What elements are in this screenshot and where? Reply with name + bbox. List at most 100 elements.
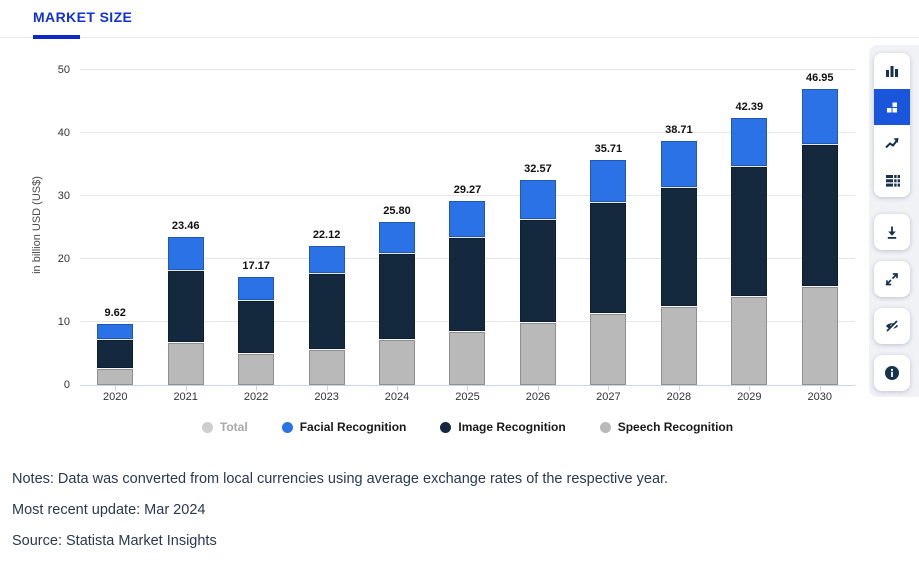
bar-segment-facial-recognition[interactable] bbox=[519, 179, 556, 220]
bar-segment-image-recognition[interactable] bbox=[449, 236, 486, 332]
eye-off-icon bbox=[884, 318, 900, 334]
bar-segment-facial-recognition[interactable] bbox=[660, 141, 697, 187]
bar-segment-facial-recognition[interactable] bbox=[97, 324, 134, 340]
legend-dot bbox=[201, 421, 213, 433]
stacked-bar-2027[interactable] bbox=[590, 160, 627, 385]
stacked-chart-icon bbox=[884, 99, 900, 115]
stacked-bar-2022[interactable] bbox=[238, 276, 275, 385]
y-tick-label: 40 bbox=[57, 127, 70, 139]
column-chart-button[interactable] bbox=[874, 53, 910, 89]
stacked-bar-2024[interactable] bbox=[379, 222, 416, 385]
legend-item-speech-recognition[interactable]: Speech Recognition bbox=[599, 420, 733, 434]
notes-line: Notes: Data was converted from local cur… bbox=[12, 471, 669, 487]
bar-segment-speech-recognition[interactable] bbox=[238, 352, 275, 385]
download-icon bbox=[884, 224, 900, 240]
bar-segment-speech-recognition[interactable] bbox=[519, 321, 556, 385]
info-icon bbox=[884, 365, 900, 381]
tab-market-size[interactable]: MARKET SIZE bbox=[33, 9, 133, 25]
y-tick-label: 50 bbox=[57, 64, 70, 76]
bar-column: 9.62 bbox=[80, 55, 150, 391]
stacked-bar-2025[interactable] bbox=[449, 200, 486, 385]
legend-label: Total bbox=[219, 420, 248, 434]
x-tick-label: 2027 bbox=[596, 391, 621, 403]
legend-item-image-recognition[interactable]: Image Recognition bbox=[440, 420, 566, 434]
total-value-label: 17.17 bbox=[242, 259, 270, 272]
info-button[interactable] bbox=[874, 355, 910, 391]
total-value-label: 23.46 bbox=[171, 220, 200, 233]
legend-dot bbox=[281, 421, 293, 433]
line-chart-icon bbox=[884, 135, 900, 151]
bar-segment-speech-recognition[interactable] bbox=[660, 305, 697, 385]
total-value-label: 25.80 bbox=[383, 205, 411, 218]
x-tick-label: 2025 bbox=[455, 391, 480, 403]
y-tick-label: 30 bbox=[57, 190, 70, 202]
bar-segment-facial-recognition[interactable] bbox=[379, 222, 416, 254]
bar-segment-speech-recognition[interactable] bbox=[308, 349, 345, 385]
table-view-button[interactable] bbox=[874, 161, 910, 197]
bar-column: 25.80 bbox=[362, 55, 432, 391]
bar-segment-speech-recognition[interactable] bbox=[97, 367, 134, 385]
x-axis-labels: 2020 2021 2022 2023 2024 2025 2026 2027 2028 2029… bbox=[80, 391, 855, 403]
download-button[interactable] bbox=[874, 214, 910, 250]
legend-dot bbox=[440, 421, 452, 433]
y-axis-labels: 0 10 20 30 40 50 bbox=[40, 55, 75, 391]
column-chart-icon bbox=[884, 63, 900, 79]
bar-segment-speech-recognition[interactable] bbox=[449, 331, 486, 385]
bar-segment-speech-recognition[interactable] bbox=[590, 313, 627, 385]
x-axis-tick bbox=[819, 386, 821, 391]
bar-segment-speech-recognition[interactable] bbox=[801, 286, 838, 385]
x-axis-tick bbox=[115, 386, 117, 391]
bar-segment-facial-recognition[interactable] bbox=[238, 276, 275, 301]
bar-segment-facial-recognition[interactable] bbox=[308, 245, 345, 274]
stacked-bar-2026[interactable] bbox=[519, 179, 556, 385]
x-tick-label: 2022 bbox=[243, 391, 269, 403]
stacked-bar-2028[interactable] bbox=[660, 141, 697, 385]
stacked-bar-2020[interactable] bbox=[97, 324, 134, 385]
total-value-label: 32.57 bbox=[524, 162, 552, 175]
x-axis-tick bbox=[608, 386, 610, 391]
bar-segment-facial-recognition[interactable] bbox=[731, 117, 768, 167]
bar-segment-image-recognition[interactable] bbox=[731, 166, 768, 297]
eye-off-button[interactable] bbox=[874, 308, 910, 344]
x-tick-label: 2030 bbox=[807, 391, 832, 403]
bar-segment-image-recognition[interactable] bbox=[519, 219, 556, 322]
bar-segment-speech-recognition[interactable] bbox=[167, 342, 204, 385]
stacked-bar-2029[interactable] bbox=[731, 117, 768, 385]
x-axis-tick bbox=[256, 386, 258, 391]
bar-segment-image-recognition[interactable] bbox=[590, 202, 627, 314]
x-axis-tick bbox=[537, 386, 539, 391]
stacked-bar-2021[interactable] bbox=[167, 237, 204, 385]
bar-segment-image-recognition[interactable] bbox=[167, 270, 204, 343]
bar-segment-facial-recognition[interactable] bbox=[449, 200, 486, 237]
bar-column: 17.17 bbox=[221, 55, 291, 391]
gridline bbox=[80, 132, 855, 133]
stacked-bar-2023[interactable] bbox=[308, 245, 345, 385]
fullscreen-button[interactable] bbox=[874, 261, 910, 297]
bar-segment-facial-recognition[interactable] bbox=[801, 89, 838, 144]
bar-column: 46.95 bbox=[785, 55, 855, 391]
bar-segment-image-recognition[interactable] bbox=[660, 186, 697, 306]
stacked-bar-2030[interactable] bbox=[801, 89, 838, 385]
x-tick-label: 2029 bbox=[737, 391, 762, 403]
bar-segment-speech-recognition[interactable] bbox=[379, 339, 416, 385]
line-chart-button[interactable] bbox=[874, 125, 910, 161]
bar-segment-image-recognition[interactable] bbox=[801, 143, 838, 287]
bar-segment-image-recognition[interactable] bbox=[308, 273, 345, 350]
bar-segment-image-recognition[interactable] bbox=[238, 300, 275, 353]
total-value-label: 29.27 bbox=[453, 183, 482, 196]
legend-item-total[interactable]: Total bbox=[201, 420, 248, 434]
bar-segment-facial-recognition[interactable] bbox=[167, 237, 204, 271]
stacked-chart-button[interactable] bbox=[874, 89, 910, 125]
y-tick-label: 10 bbox=[57, 316, 70, 328]
bar-segment-image-recognition[interactable] bbox=[379, 253, 416, 340]
active-tab-underline bbox=[33, 35, 80, 39]
gridline bbox=[80, 195, 855, 196]
bar-segment-facial-recognition[interactable] bbox=[590, 160, 627, 203]
bar-segment-image-recognition[interactable] bbox=[97, 339, 134, 368]
bar-column: 29.27 bbox=[432, 55, 502, 391]
legend-item-facial-recognition[interactable]: Facial Recognition bbox=[281, 420, 406, 434]
x-axis-tick bbox=[185, 386, 187, 391]
bar-segment-speech-recognition[interactable] bbox=[731, 296, 768, 385]
x-tick-label: 2024 bbox=[384, 391, 410, 403]
